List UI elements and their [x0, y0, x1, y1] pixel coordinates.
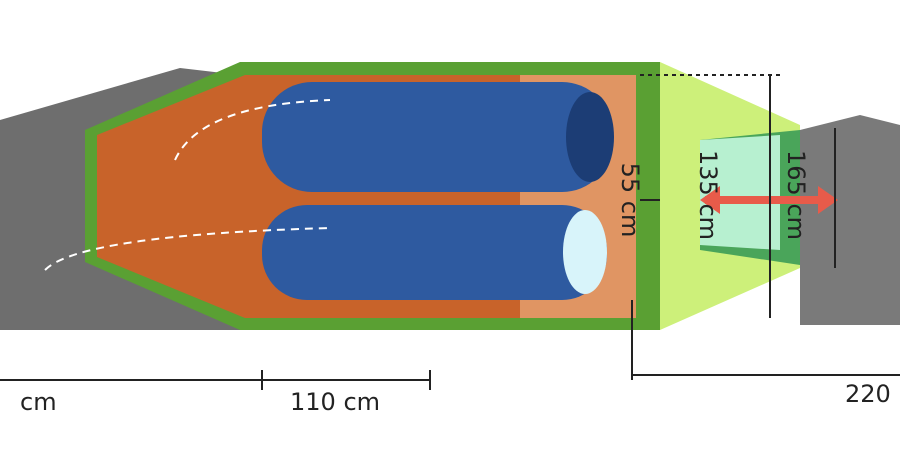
bag-opening — [563, 210, 607, 294]
dimension-label: cm — [20, 388, 57, 416]
bag-opening — [566, 92, 614, 182]
vestibule-door — [700, 135, 780, 250]
guide — [44, 227, 331, 271]
dimension-label: 110 cm — [290, 388, 380, 416]
arrowhead — [700, 186, 720, 214]
dimension-lines — [0, 74, 900, 390]
sleeping-bag — [262, 205, 607, 300]
guide — [174, 99, 331, 161]
dimension-label: 165 cm — [782, 150, 810, 240]
dimension-label: 220 — [845, 380, 891, 408]
shadow-right — [800, 115, 900, 325]
arrowhead — [818, 186, 838, 214]
dimension-label: 135 cm — [694, 150, 722, 240]
sleeping-bag — [262, 82, 612, 192]
dimension-label: 55 cm — [616, 163, 644, 238]
